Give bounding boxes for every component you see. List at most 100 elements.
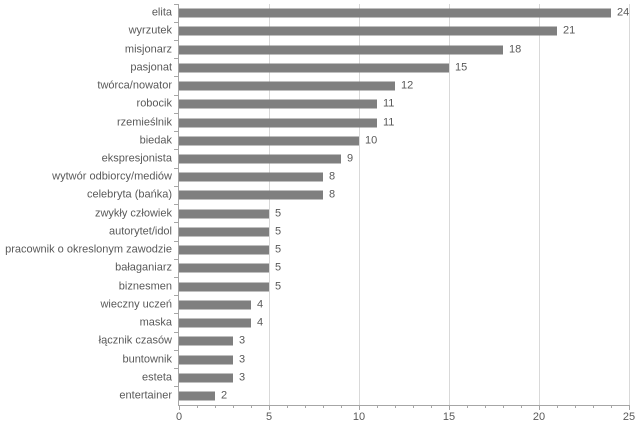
x-axis-minor-tick: [196, 405, 198, 408]
bar: [179, 373, 233, 383]
category-label: maska: [139, 316, 172, 329]
y-axis-tick: [174, 222, 179, 224]
x-axis-minor-tick: [574, 405, 576, 408]
value-label: 5: [275, 207, 282, 220]
bar-row: autorytet/idol 5: [109, 223, 629, 242]
category-label: elita: [151, 6, 172, 19]
value-label: 2: [221, 389, 228, 402]
bar: [179, 209, 269, 219]
category-label: celebryta (bańka): [87, 188, 172, 201]
x-axis-minor-tick: [304, 405, 306, 408]
value-label: 24: [617, 6, 630, 19]
x-axis-major-tick: [268, 405, 270, 410]
y-axis-tick: [174, 240, 179, 242]
bar-row: zwykły człowiek 5: [95, 205, 629, 224]
x-axis-minor-tick: [340, 405, 342, 408]
x-axis-minor-tick: [466, 405, 468, 408]
category-label: wyrzutek: [128, 24, 172, 37]
category-label: biznesmen: [118, 280, 172, 293]
bar-row: buntownik 3: [122, 350, 629, 370]
x-axis-minor-tick: [322, 405, 324, 408]
bar-row: maska 4: [140, 314, 629, 333]
y-axis-tick: [174, 349, 179, 351]
y-axis-tick: [174, 4, 179, 5]
value-label: 10: [365, 134, 378, 147]
bar: [179, 245, 269, 255]
y-axis-tick: [174, 131, 179, 133]
x-axis-minor-tick: [610, 405, 612, 408]
gridline: [628, 4, 630, 405]
value-label: 8: [329, 188, 336, 201]
x-axis-major-tick: [178, 405, 180, 410]
x-axis-minor-tick: [484, 405, 486, 408]
bar-row: celebryta (bańka) 8: [87, 186, 629, 206]
bar-row: ekspresjonista 9: [102, 150, 629, 169]
value-label: 5: [275, 280, 282, 293]
gridline: [268, 4, 270, 405]
x-tick-label: 20: [532, 411, 546, 423]
x-tick-label: 5: [265, 411, 273, 423]
y-axis-tick: [174, 368, 179, 370]
bar-rows: elita 24 wyrzutek 21 misjonarz 18 pasjonat 15 tw…: [5, 4, 630, 405]
bar-row: elita 24: [152, 4, 630, 23]
x-axis-minor-tick: [214, 405, 216, 408]
bar: [179, 26, 557, 36]
x-tick-label: 0: [175, 411, 183, 423]
bar-row: wieczny uczeń 4: [100, 296, 629, 315]
value-label: 4: [257, 316, 264, 329]
bar: [179, 190, 323, 200]
x-axis-minor-tick: [232, 405, 234, 408]
category-label: esteta: [142, 371, 172, 384]
x-axis-minor-tick: [592, 405, 594, 408]
x-axis-major-tick: [538, 405, 540, 410]
x-axis-minor-tick: [430, 405, 432, 408]
value-label: 3: [239, 353, 246, 366]
value-label: 5: [275, 225, 282, 238]
category-label: łącznik czasów: [98, 334, 172, 347]
y-axis-tick: [174, 277, 179, 279]
bar-row: łącznik czasów 3: [99, 332, 629, 351]
category-label: twórca/nowator: [97, 79, 172, 92]
y-axis-tick: [174, 149, 179, 151]
y-axis-tick: [174, 331, 179, 333]
bar-row: robocik 11: [137, 95, 629, 114]
x-axis-major-tick: [628, 405, 630, 410]
y-axis-tick: [174, 112, 179, 114]
y-axis-tick: [174, 21, 179, 23]
plot-area: elita 24 wyrzutek 21 misjonarz 18 pasjonat 15 tw…: [5, 4, 635, 423]
bar-row: biznesmen 5: [119, 278, 629, 297]
x-axis-major-tick: [358, 405, 360, 410]
y-axis-tick: [174, 76, 179, 78]
y-axis-tick: [174, 58, 179, 60]
category-label: entertainer: [119, 389, 172, 402]
y-axis-tick: [174, 313, 179, 315]
category-label: autorytet/idol: [109, 225, 172, 238]
gridline: [358, 4, 360, 405]
x-axis-minor-tick: [250, 405, 252, 408]
bar: [179, 227, 269, 237]
value-label: 5: [275, 243, 282, 256]
bar-row: esteta 3: [142, 369, 629, 388]
value-label: 9: [347, 152, 354, 165]
category-label: rzemieślnik: [116, 116, 172, 129]
x-tick-label: 10: [352, 411, 366, 423]
bar: [179, 136, 359, 146]
value-label: 11: [383, 97, 395, 110]
category-label: zwykły człowiek: [94, 207, 172, 220]
value-label: 3: [239, 334, 246, 347]
y-axis-tick: [174, 185, 179, 187]
category-label: ekspresjonista: [101, 152, 172, 165]
bar: [179, 118, 377, 128]
bar: [179, 355, 233, 365]
value-label: 21: [563, 24, 576, 37]
x-tick-label: 25: [622, 411, 636, 423]
y-axis-tick: [174, 39, 179, 41]
y-axis-tick: [174, 295, 179, 297]
bar-row: pasjonat 15: [130, 59, 629, 78]
bar: [179, 8, 611, 18]
bar: [179, 99, 377, 109]
x-axis-major-tick: [448, 405, 450, 410]
value-label: 4: [257, 298, 264, 311]
bar: [179, 391, 215, 401]
